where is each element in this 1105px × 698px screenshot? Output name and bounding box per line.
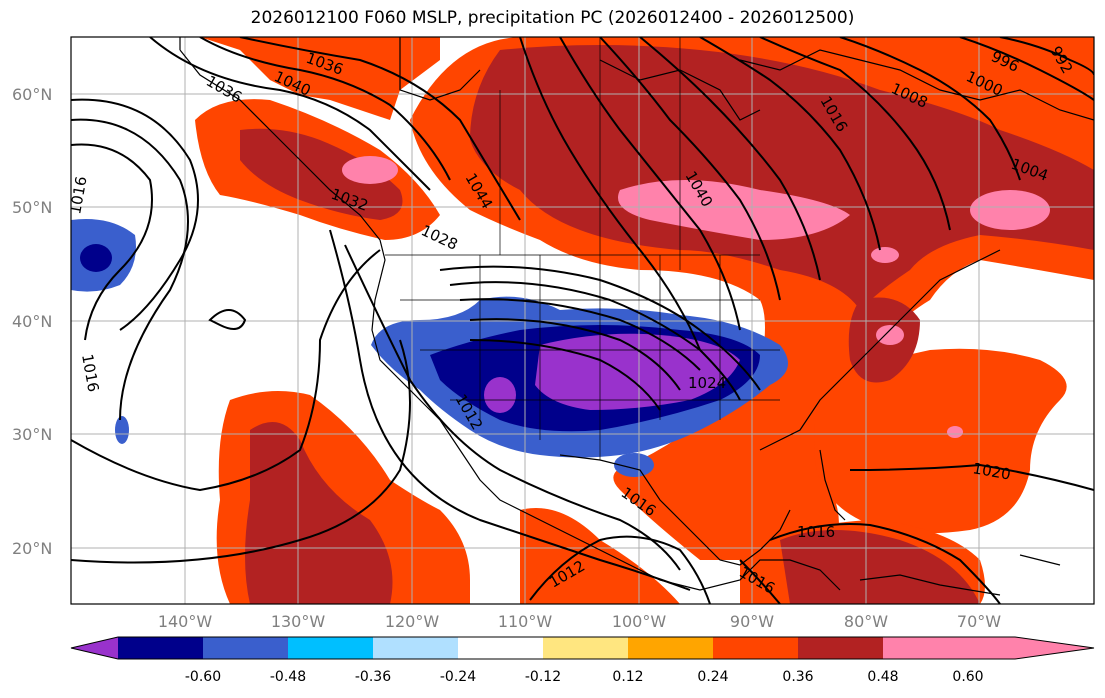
colorbar-segment — [458, 637, 543, 659]
lon-label: 90°W — [730, 612, 774, 631]
map-frame — [70, 36, 1095, 605]
colorbar: -0.60 -0.48 -0.36 -0.24 -0.12 0.12 0.24 … — [70, 636, 1095, 685]
lon-label: 140°W — [158, 612, 213, 631]
map-title: 2026012100 F060 MSLP, precipitation PC (… — [250, 8, 855, 28]
lat-label: 20°N — [12, 539, 52, 558]
colorbar-tick: 0.36 — [782, 669, 813, 685]
precip-high-positive-field — [342, 156, 1050, 438]
colorbar-segment — [203, 637, 288, 659]
lat-label: 40°N — [12, 312, 52, 331]
colorbar-tick: -0.48 — [270, 669, 306, 685]
lon-label: 70°W — [957, 612, 1001, 631]
colorbar-min-arrow — [71, 637, 118, 659]
latitude-labels: 60°N 50°N 40°N 30°N 20°N — [12, 85, 52, 558]
colorbar-tick: -0.36 — [355, 669, 391, 685]
colorbar-tick: -0.60 — [185, 669, 221, 685]
isobar-label: 1016 — [797, 523, 835, 541]
lon-label: 130°W — [271, 612, 326, 631]
colorbar-tick: 0.12 — [612, 669, 643, 685]
colorbar-segment — [373, 637, 458, 659]
longitude-labels: 140°W 130°W 120°W 110°W 100°W 90°W 80°W … — [158, 612, 1001, 631]
lon-label: 100°W — [612, 612, 667, 631]
colorbar-segment — [713, 637, 798, 659]
isobar-label: 1016 — [66, 175, 90, 216]
lat-label: 60°N — [12, 85, 52, 104]
precip-strong-positive-field — [240, 45, 1094, 604]
isobar-label: 1024 — [688, 374, 726, 392]
colorbar-segment — [288, 637, 373, 659]
colorbar-segment — [118, 637, 203, 659]
colorbar-tick: -0.12 — [525, 669, 561, 685]
isobars — [71, 37, 1094, 604]
colorbar-max-arrow — [968, 637, 1094, 659]
coastlines — [179, 37, 1094, 596]
colorbar-tick: -0.24 — [440, 669, 476, 685]
lon-label: 80°W — [844, 612, 888, 631]
colorbar-segment — [798, 637, 883, 659]
colorbar-tick: 0.60 — [952, 669, 983, 685]
colorbar-segment — [628, 637, 713, 659]
lon-label: 120°W — [385, 612, 440, 631]
colorbar-segment — [883, 637, 968, 659]
colorbar-segment — [543, 637, 628, 659]
colorbar-tick: 0.24 — [697, 669, 728, 685]
lat-label: 50°N — [12, 198, 52, 217]
lon-label: 110°W — [498, 612, 553, 631]
map-plot-area: 1036 1040 1036 1016 1016 1032 1028 1044 … — [66, 37, 1094, 604]
lat-label: 30°N — [12, 425, 52, 444]
colorbar-tick: 0.48 — [867, 669, 898, 685]
